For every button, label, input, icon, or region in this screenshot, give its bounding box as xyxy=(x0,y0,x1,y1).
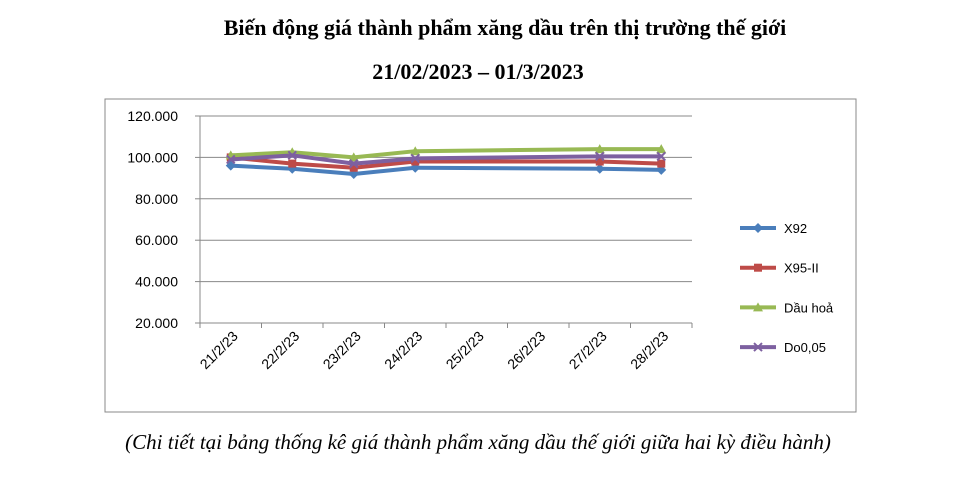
series-line xyxy=(228,153,418,166)
marker xyxy=(410,146,421,156)
legend-label: X92 xyxy=(784,221,807,236)
marker xyxy=(349,163,358,172)
marker xyxy=(595,157,604,166)
x-tick-label: 24/2/23 xyxy=(381,328,425,372)
marker xyxy=(594,163,605,174)
x-tick-label: 21/2/23 xyxy=(197,328,241,372)
gap-connector xyxy=(413,165,602,171)
x-tick-label: 23/2/23 xyxy=(320,328,364,372)
y-tick-label: 80.000 xyxy=(135,191,178,207)
y-tick-label: 120.000 xyxy=(127,108,178,124)
chart-subtitle: 21/02/2023 – 01/3/2023 xyxy=(372,59,583,84)
y-tick-label: 40.000 xyxy=(135,274,178,290)
marker xyxy=(349,158,359,169)
marker xyxy=(594,144,605,154)
series-line xyxy=(228,149,418,160)
legend-label: X95-II xyxy=(784,261,819,276)
marker xyxy=(348,152,359,162)
series xyxy=(226,150,666,169)
series-line xyxy=(597,166,664,172)
x-tick-label: 28/2/23 xyxy=(627,328,671,372)
x-tick-label: 26/2/23 xyxy=(504,328,548,372)
marker xyxy=(656,144,667,154)
gap-connector xyxy=(413,147,602,154)
marker xyxy=(287,150,297,161)
caption: (Chi tiết tại bảng thống kê giá thành ph… xyxy=(125,430,831,454)
chart-title: Biến động giá thành phẩm xăng dầu trên t… xyxy=(224,15,787,40)
marker xyxy=(657,159,666,168)
marker xyxy=(288,159,297,168)
marker xyxy=(411,157,420,166)
marker xyxy=(753,302,763,312)
marker xyxy=(595,151,605,162)
series-line xyxy=(228,155,418,170)
legend-label: Do0,05 xyxy=(784,340,826,355)
legend-label: Dầu hoả xyxy=(784,300,834,315)
marker xyxy=(656,151,666,162)
x-tick-label: 27/2/23 xyxy=(566,328,610,372)
y-tick-label: 100.000 xyxy=(127,149,178,165)
series-line xyxy=(228,163,418,176)
marker xyxy=(410,153,420,164)
gap-connector xyxy=(413,154,602,161)
marker xyxy=(226,154,236,165)
y-tick-label: 20.000 xyxy=(135,315,178,331)
chart-frame xyxy=(104,98,857,413)
y-tick-label: 60.000 xyxy=(135,232,178,248)
series-line xyxy=(597,159,664,166)
marker xyxy=(753,342,763,352)
x-tick-label: 25/2/23 xyxy=(443,328,487,372)
x-tick-label: 22/2/23 xyxy=(258,328,302,372)
marker xyxy=(753,223,763,233)
marker xyxy=(754,263,762,272)
